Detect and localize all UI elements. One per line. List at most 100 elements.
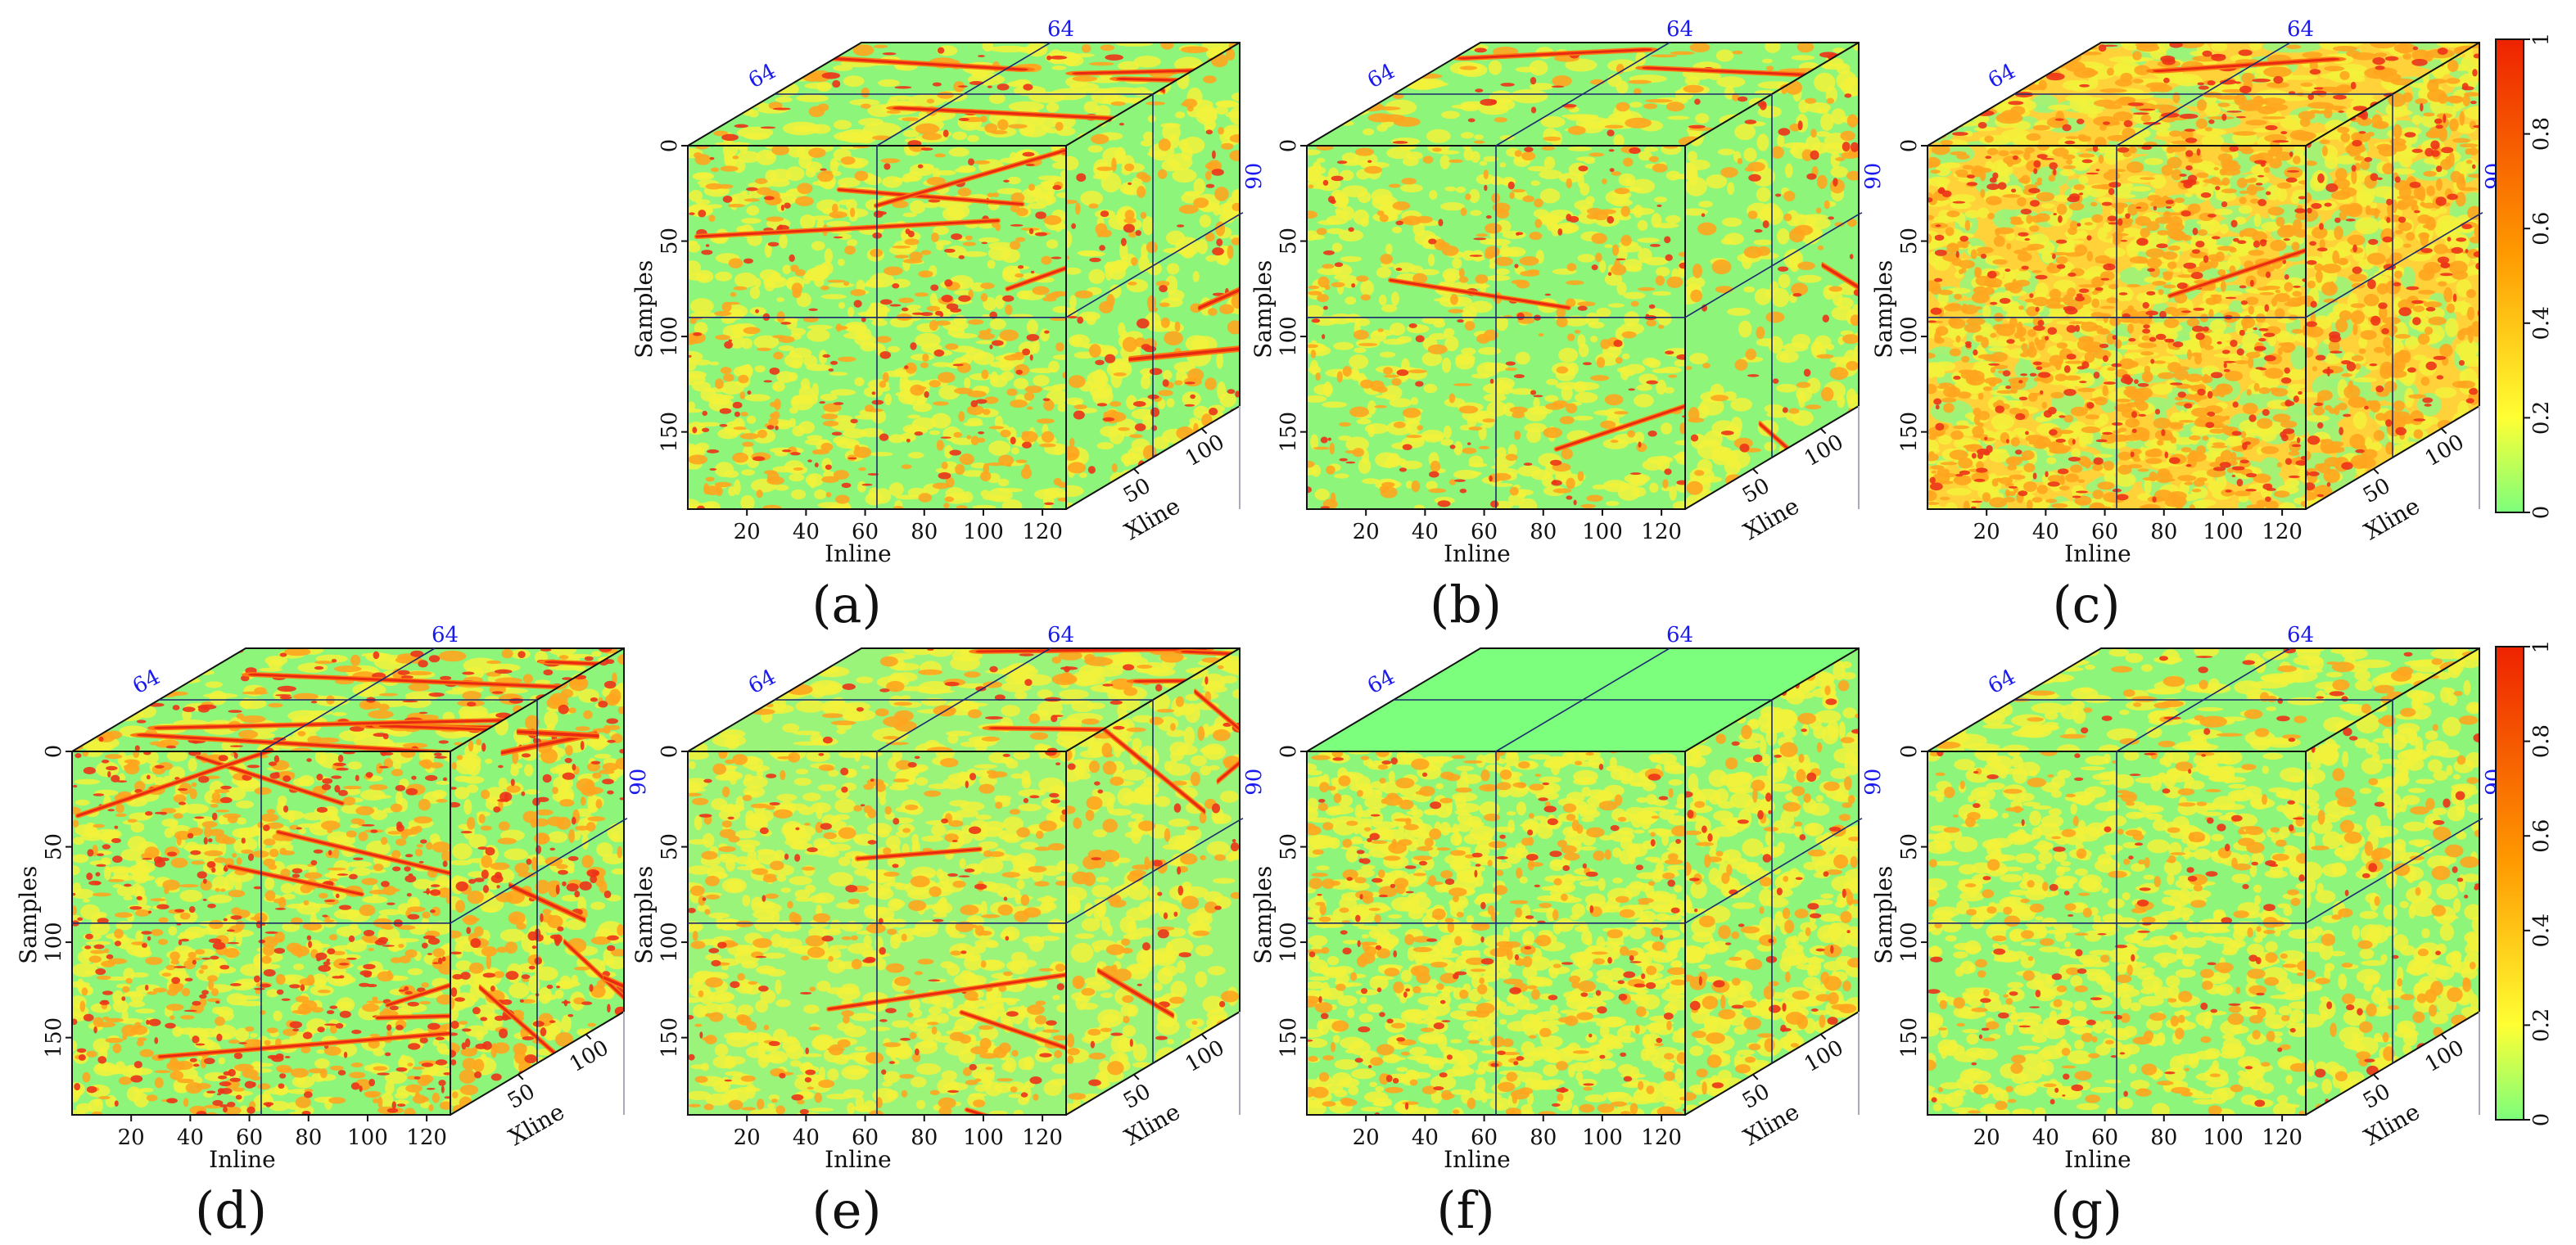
inline-tick-label: 100 [1582, 1125, 1623, 1150]
inline-tick-label: 80 [1530, 520, 1557, 544]
panel-caption: (b) [1430, 575, 1502, 634]
panel-caption: (a) [811, 575, 881, 634]
sample-slice-ext [1239, 818, 1244, 821]
xline-tick-mark [585, 1033, 592, 1040]
inline-axis-label: Inline [2064, 540, 2131, 567]
inline-tick-label: 100 [347, 1125, 388, 1150]
xline-tick-mark [1133, 468, 1140, 475]
samples-tick-label: 0 [658, 745, 682, 759]
inline-axis-label: Inline [209, 1146, 276, 1173]
samples-axis-label: Samples [1250, 260, 1277, 359]
samples-axis-label: Samples [1250, 866, 1277, 964]
inline-tick-label: 60 [2091, 520, 2118, 544]
panel-caption: (d) [195, 1180, 267, 1240]
colorbar-tick-label: 0.2 [2529, 1008, 2554, 1042]
sample-slice-ext [1858, 212, 1863, 215]
panel-b: 64 64 90 0 50 100 150 Samples 20 40 60 80 100 120 Inli… [1250, 17, 1886, 634]
colorbar-2: 0 0.2 0.4 0.6 0.8 1 [2495, 640, 2554, 1127]
samples-tick-label: 100 [658, 316, 682, 357]
colorbar-tick-label: 0.6 [2529, 819, 2554, 853]
xline-tick-label: 50 [504, 1080, 540, 1115]
inline-tick-label: 120 [1022, 1125, 1063, 1150]
colorbar-tick-label: 0.4 [2529, 913, 2554, 947]
inline-slice-label: 64 [2287, 17, 2314, 42]
panel-e: 64 64 90 0 50 100 150 Samples 20 40 60 80 100 120 Inli… [630, 623, 1267, 1240]
samples-tick-label: 150 [658, 412, 682, 453]
colorbar-gradient [2495, 646, 2524, 1121]
samples-tick-label: 150 [1277, 1017, 1301, 1058]
inline-axis-label: Inline [2064, 1146, 2131, 1173]
samples-tick-label: 100 [42, 922, 66, 963]
samples-tick-label: 150 [1897, 1017, 1922, 1058]
inline-tick-label: 20 [1973, 520, 2000, 544]
inline-tick-label: 80 [911, 1125, 938, 1150]
inline-axis-label: Inline [1444, 540, 1511, 567]
samples-tick-label: 0 [1897, 745, 1922, 759]
inline-tick-label: 100 [2203, 520, 2244, 544]
inline-tick-label: 40 [177, 1125, 204, 1150]
inline-tick-label: 80 [1530, 1125, 1557, 1150]
inline-axis-label: Inline [1444, 1146, 1511, 1173]
inline-axis-label: Inline [825, 540, 892, 567]
inline-tick-label: 40 [793, 520, 820, 544]
inline-slice-label: 64 [1666, 17, 1693, 42]
xline-tick-mark [1752, 468, 1759, 475]
inline-tick-label: 80 [911, 520, 938, 544]
inline-tick-label: 100 [963, 520, 1004, 544]
inline-tick-label: 40 [793, 1125, 820, 1150]
xline-tick-mark [2440, 1033, 2447, 1040]
sample-slice-side-line [1065, 819, 1241, 924]
xline-tick-mark [1200, 1033, 1208, 1040]
inline-axis-label: Inline [825, 1146, 892, 1173]
xline-slice-label: 64 [1363, 59, 1399, 93]
inline-tick-label: 80 [295, 1125, 322, 1150]
xline-tick-mark [1752, 1074, 1759, 1080]
panel-a: 64 64 90 0 50 100 150 Samples 20 40 60 80 100 120 Inli… [630, 17, 1267, 634]
inline-tick-label: 20 [1973, 1125, 2000, 1150]
sample-slice-side-line [1065, 214, 1241, 318]
samples-axis-label: Samples [1870, 866, 1897, 964]
xline-slice-label: 64 [129, 665, 164, 699]
inline-tick-label: 60 [236, 1125, 263, 1150]
sample-slice-label: 90 [1242, 163, 1267, 190]
xline-tick-mark [1200, 427, 1208, 435]
samples-tick-label: 50 [1277, 228, 1301, 255]
colorbar-tick-label: 0 [2529, 1113, 2554, 1127]
samples-tick-label: 0 [1897, 139, 1922, 153]
inline-tick-label: 60 [852, 1125, 879, 1150]
inline-tick-label: 60 [1471, 520, 1498, 544]
samples-tick-label: 50 [1897, 228, 1922, 255]
inline-tick-label: 20 [1353, 520, 1380, 544]
samples-axis-label: Samples [1870, 260, 1897, 359]
inline-tick-label: 20 [734, 1125, 761, 1150]
inline-tick-label: 80 [2150, 1125, 2177, 1150]
xline-tick-label: 50 [2359, 1080, 2395, 1115]
inline-tick-label: 100 [1582, 520, 1623, 544]
colorbar-tick-label: 1 [2529, 640, 2554, 654]
xline-tick-mark [1819, 1033, 1827, 1040]
samples-tick-label: 0 [1277, 745, 1301, 759]
samples-tick-label: 100 [1897, 922, 1922, 963]
inline-tick-label: 120 [2262, 1125, 2303, 1150]
inline-slice-label: 64 [1047, 17, 1074, 42]
sample-slice-ext [2479, 212, 2483, 215]
panel-d: 64 64 90 0 50 100 150 Samples 20 40 60 80 100 120 Inli… [15, 623, 651, 1240]
inline-tick-label: 100 [963, 1125, 1004, 1150]
xline-tick-mark [2440, 427, 2447, 435]
inline-tick-label: 120 [1022, 520, 1063, 544]
sample-slice-side-line [2305, 819, 2480, 924]
samples-tick-label: 50 [1277, 833, 1301, 860]
colorbar-tick-label: 0.8 [2529, 117, 2554, 151]
samples-tick-label: 100 [1277, 922, 1301, 963]
xline-tick-mark [517, 1074, 524, 1080]
panel-caption: (c) [2052, 575, 2120, 634]
panel-caption: (f) [1436, 1180, 1494, 1240]
sample-slice-side-line [2305, 214, 2480, 318]
panel-caption: (e) [812, 1180, 882, 1240]
xline-tick-label: 50 [1119, 474, 1155, 509]
inline-tick-label: 100 [2203, 1125, 2244, 1150]
inline-slice-label: 64 [432, 623, 459, 647]
inline-slice-label: 64 [1047, 623, 1074, 647]
